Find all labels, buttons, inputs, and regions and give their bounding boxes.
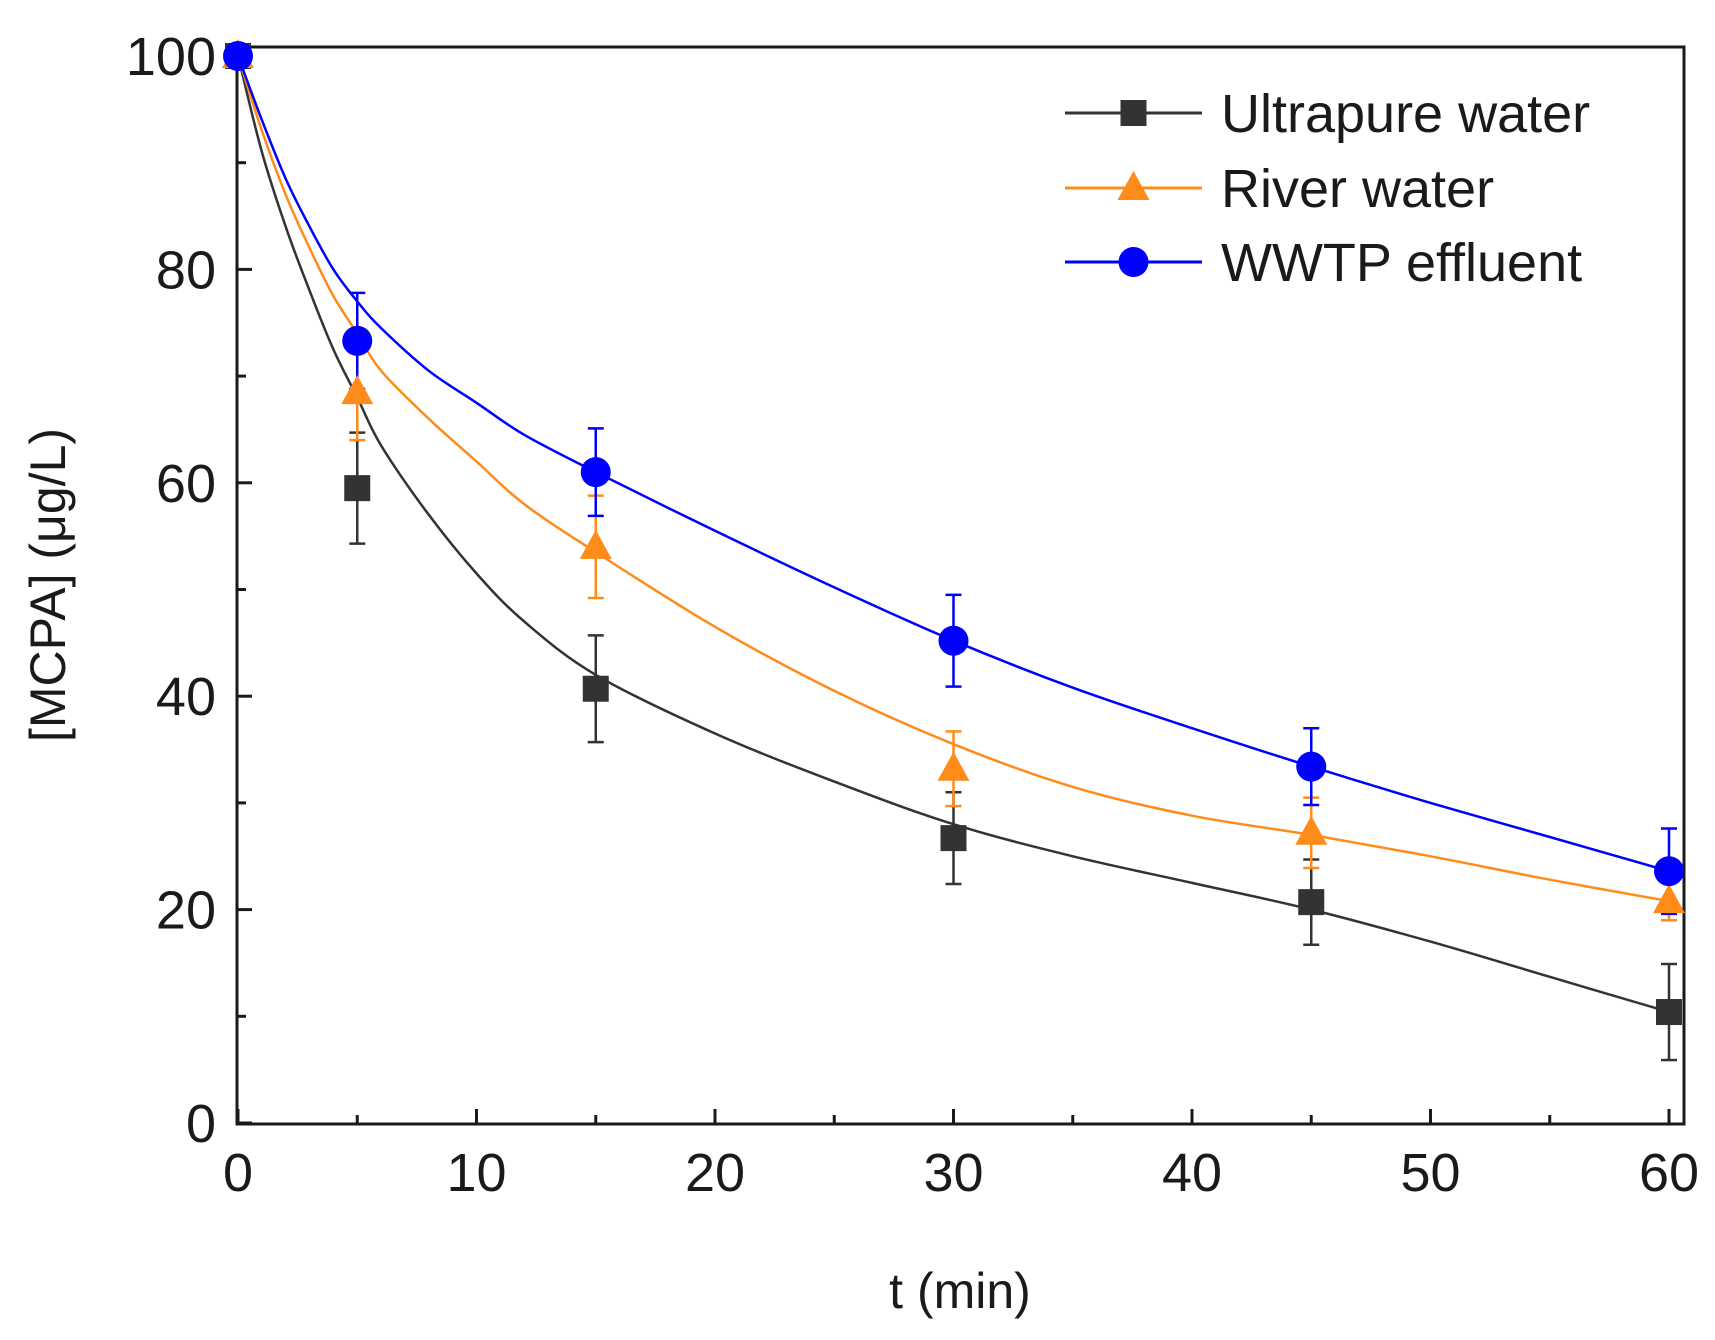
point-wwtp-effluent — [223, 41, 253, 71]
y-tick-label: 0 — [186, 1094, 216, 1154]
point-wwtp-effluent — [1654, 856, 1684, 887]
plot-frame — [235, 45, 1686, 1126]
x-tick-label: 10 — [446, 1143, 506, 1203]
point-ultrapure-water — [1656, 999, 1682, 1026]
data-markers — [222, 39, 1685, 1026]
legend-label-wwtp-effluent: WWTP effluent — [1221, 233, 1582, 293]
point-river-water — [1653, 884, 1685, 914]
y-tick-label: 20 — [156, 881, 216, 941]
fit-line-river-water — [236, 55, 1670, 903]
error-bars — [349, 291, 1677, 1062]
legend-label-river-water: River water — [1221, 159, 1494, 219]
x-axis-title: t (min) — [889, 1263, 1031, 1319]
point-ultrapure-water — [344, 475, 371, 502]
point-river-water — [937, 751, 970, 781]
x-tick-label: 40 — [1162, 1143, 1222, 1203]
legend-label-ultrapure-water: Ultrapure water — [1221, 84, 1590, 144]
legend-marker-ultrapure-water — [1120, 100, 1147, 126]
y-tick-label: 40 — [156, 667, 216, 727]
fit-line-wwtp-effluent — [236, 55, 1670, 873]
x-tick-label: 20 — [685, 1143, 745, 1203]
x-tick-label: 0 — [223, 1143, 253, 1203]
legend-marker-wwtp-effluent — [1118, 247, 1149, 277]
legend: Ultrapure water River water WWTP effluent — [1065, 84, 1590, 293]
fit-lines — [236, 55, 1670, 1014]
point-wwtp-effluent — [1296, 751, 1327, 782]
x-tick-label: 30 — [923, 1143, 983, 1203]
point-wwtp-effluent — [342, 325, 373, 356]
point-river-water — [341, 375, 374, 405]
y-tick-label: 60 — [156, 454, 216, 514]
y-tick-label: 100 — [126, 27, 216, 87]
axis-tick-labels: 0 10 20 30 40 50 60 0 20 40 60 80 100 — [126, 27, 1699, 1203]
legend-marker-river-water — [1117, 171, 1150, 200]
y-tick-label: 80 — [156, 240, 216, 300]
y-axis-title: [MCPA] (μg/L) — [20, 428, 76, 742]
point-ultrapure-water — [940, 825, 967, 852]
point-ultrapure-water — [582, 675, 609, 702]
point-ultrapure-water — [1298, 889, 1325, 916]
point-wwtp-effluent — [938, 625, 969, 656]
point-river-water — [1295, 815, 1328, 845]
x-tick-label: 50 — [1400, 1143, 1460, 1203]
point-river-water — [579, 529, 612, 559]
point-wwtp-effluent — [580, 457, 611, 488]
x-tick-label: 60 — [1639, 1143, 1699, 1203]
fit-line-ultrapure-water — [236, 55, 1670, 1014]
